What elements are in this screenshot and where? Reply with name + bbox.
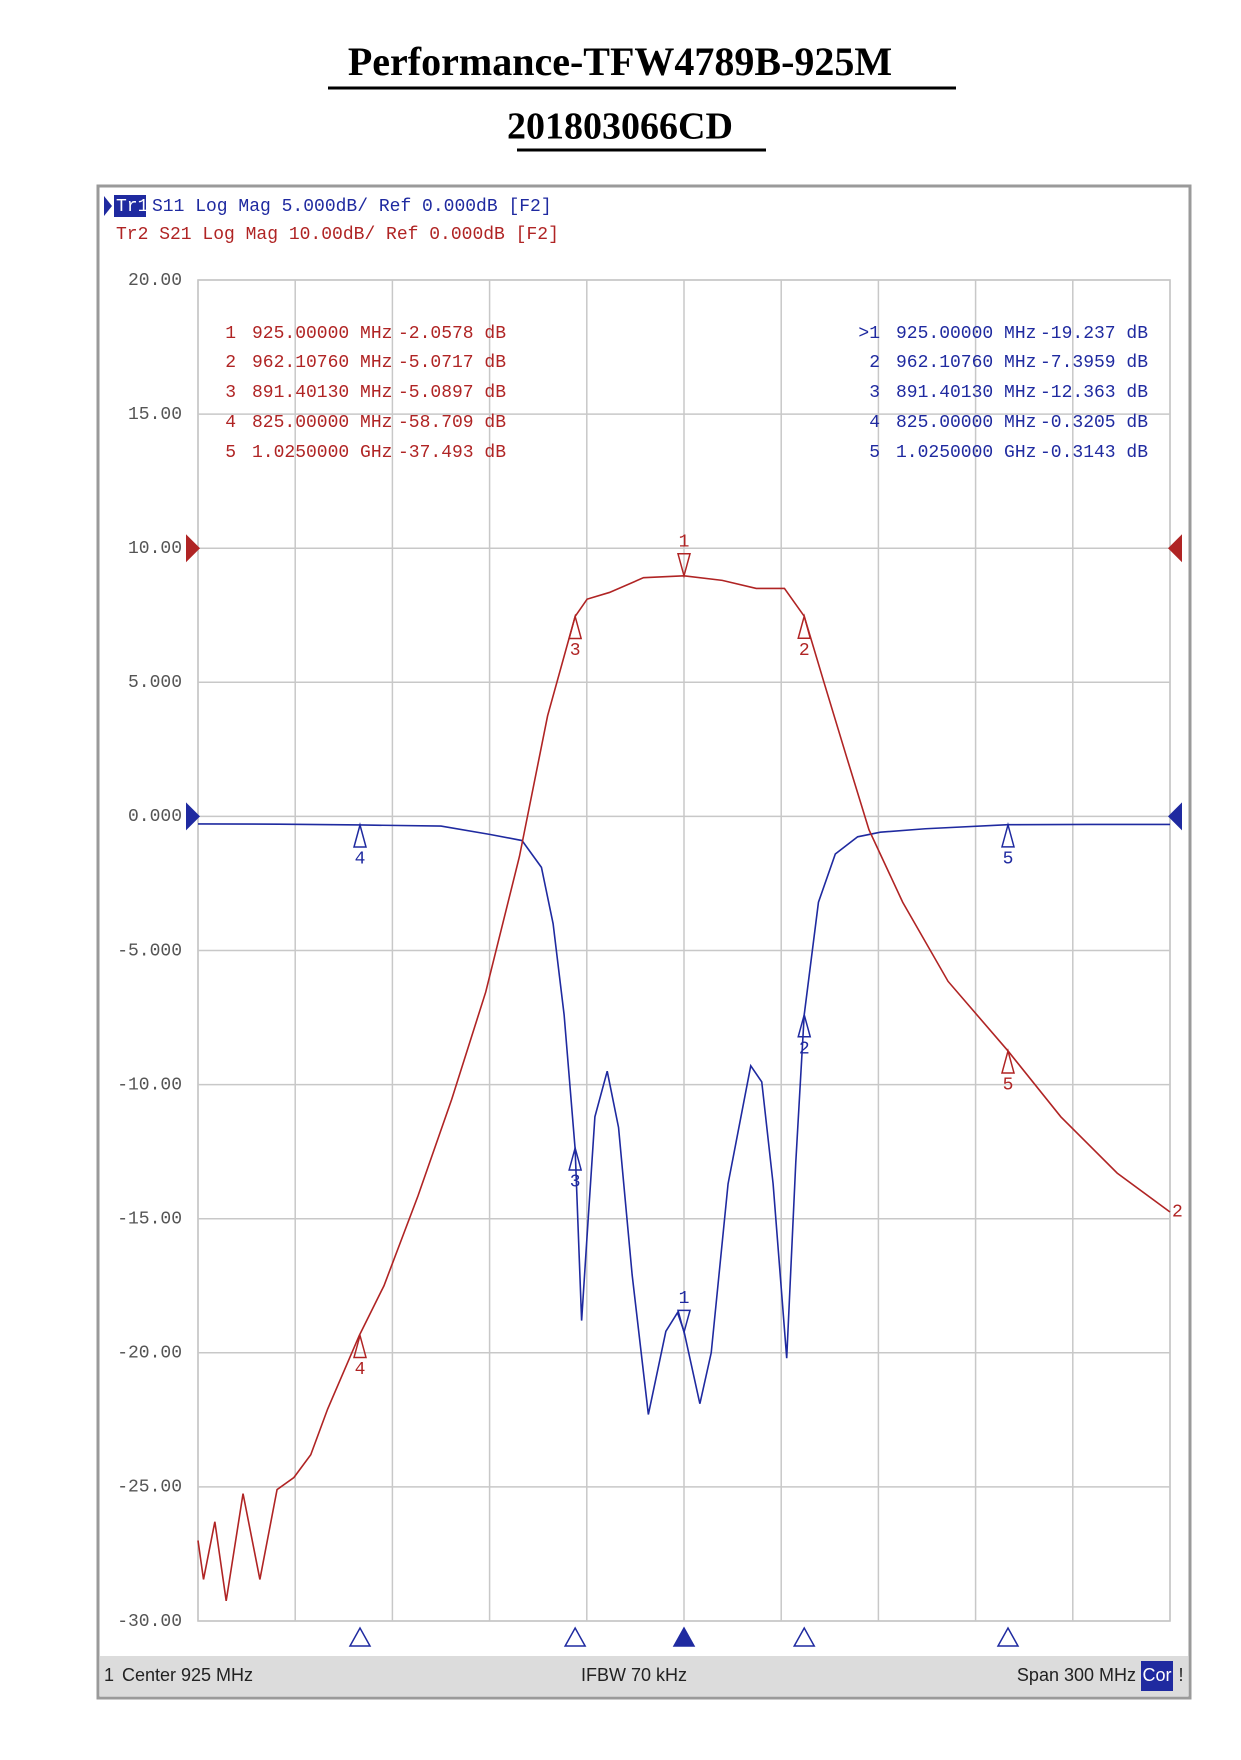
marker [568, 613, 583, 640]
marker-table-value: -12.363 dB [1040, 383, 1148, 403]
tr1-label: Tr1 [116, 197, 148, 217]
marker-label: 2 [799, 641, 810, 661]
tr2-text: Tr2 S21 Log Mag 10.00dB/ Ref 0.000dB [F2… [116, 225, 559, 245]
stimulus-marker [996, 1626, 1020, 1647]
marker-table-value: -37.493 dB [398, 443, 506, 463]
marker-table-freq: 1.0250000 GHz [896, 443, 1036, 463]
cor: Cor [1142, 1665, 1171, 1685]
marker-table-id: 3 [225, 383, 236, 403]
stimulus-marker [672, 1626, 696, 1647]
marker-table-freq: 962.10760 MHz [252, 353, 392, 373]
tr1-box [114, 195, 146, 217]
marker-table-id: 4 [869, 413, 880, 433]
marker [1001, 821, 1015, 848]
marker-table-id: 2 [225, 353, 236, 373]
y-tick-label: 5.000 [128, 673, 182, 693]
center: Center 925 MHz [122, 1665, 253, 1685]
marker-table-id: 1 [225, 324, 236, 344]
marker [568, 1145, 583, 1171]
marker-table-value: -0.3205 dB [1040, 413, 1148, 433]
y-tick-label: -20.00 [117, 1344, 182, 1364]
ref-arrow-left [186, 802, 200, 831]
marker-label: 2 [799, 1040, 810, 1060]
marker-table-id: >1 [858, 324, 880, 344]
stimulus-marker [348, 1626, 372, 1647]
marker-table-freq: 891.40130 MHz [896, 383, 1036, 403]
marker-table-freq: 925.00000 MHz [252, 324, 392, 344]
marker-table-value: -5.0897 dB [398, 383, 506, 403]
marker-label: 4 [355, 1360, 366, 1380]
marker-table-freq: 825.00000 MHz [896, 413, 1036, 433]
marker-table-freq: 925.00000 MHz [896, 324, 1036, 344]
active-trace-arrow [104, 196, 112, 216]
marker-table-value: -58.709 dB [398, 413, 506, 433]
ifbw: IFBW 70 kHz [581, 1665, 687, 1685]
stimulus-marker [792, 1626, 816, 1647]
marker-table-id: 5 [869, 443, 880, 463]
tr1-text: S11 Log Mag 5.000dB/ Ref 0.000dB [F2] [152, 197, 552, 217]
y-tick-label: 15.00 [128, 405, 182, 425]
marker-label: 1 [679, 1289, 690, 1309]
cor-box [1141, 1661, 1173, 1691]
marker [797, 613, 812, 639]
warn: ! [1178, 1665, 1183, 1685]
marker-table-value: -19.237 dB [1040, 324, 1148, 344]
marker [677, 1309, 691, 1336]
trace-s11 [197, 823, 1170, 1415]
y-tick-label: -30.00 [117, 1612, 182, 1632]
marker-label: 1 [679, 533, 690, 553]
marker-table-freq: 1.0250000 GHz [252, 443, 392, 463]
trace-end-label: 2 [1172, 1203, 1183, 1223]
marker-table-value: -5.0717 dB [398, 353, 506, 373]
ref-arrow-right [1168, 802, 1182, 831]
y-tick-label: 10.00 [128, 539, 182, 559]
marker-table-value: -2.0578 dB [398, 324, 506, 344]
stimulus-marker [563, 1626, 587, 1647]
marker-label: 5 [1003, 1076, 1014, 1096]
y-tick-label: -5.000 [117, 941, 182, 961]
marker-table-value: -0.3143 dB [1040, 443, 1148, 463]
marker-table-freq: 962.10760 MHz [896, 353, 1036, 373]
y-tick-label: 0.000 [128, 807, 182, 827]
marker-table-id: 4 [225, 413, 236, 433]
marker [797, 1011, 812, 1038]
ref-arrow-right [1168, 534, 1182, 563]
y-tick-label: -15.00 [117, 1209, 182, 1229]
marker-label: 4 [355, 850, 366, 870]
marker-table-freq: 825.00000 MHz [252, 413, 392, 433]
marker [353, 822, 367, 848]
marker-table-id: 2 [869, 353, 880, 373]
ref-arrow-left [186, 534, 200, 563]
y-tick-label: 20.00 [128, 271, 182, 291]
subtitle: 201803066CD [507, 106, 733, 148]
marker-label: 5 [1003, 850, 1014, 870]
marker-table-id: 5 [225, 443, 236, 463]
marker-table-freq: 891.40130 MHz [252, 383, 392, 403]
span: Span 300 MHz [1017, 1665, 1136, 1685]
status-bar [100, 1656, 1188, 1696]
marker-label: 3 [570, 1173, 581, 1193]
channel: 1 [104, 1665, 114, 1685]
marker [677, 553, 691, 579]
marker-label: 3 [570, 641, 581, 661]
y-tick-label: -25.00 [117, 1478, 182, 1498]
marker-table-id: 3 [869, 383, 880, 403]
marker-table-value: -7.3959 dB [1040, 353, 1148, 373]
y-tick-label: -10.00 [117, 1075, 182, 1095]
marker [1001, 1048, 1015, 1074]
title: Performance-TFW4789B-925M [348, 39, 892, 84]
marker [353, 1332, 367, 1359]
